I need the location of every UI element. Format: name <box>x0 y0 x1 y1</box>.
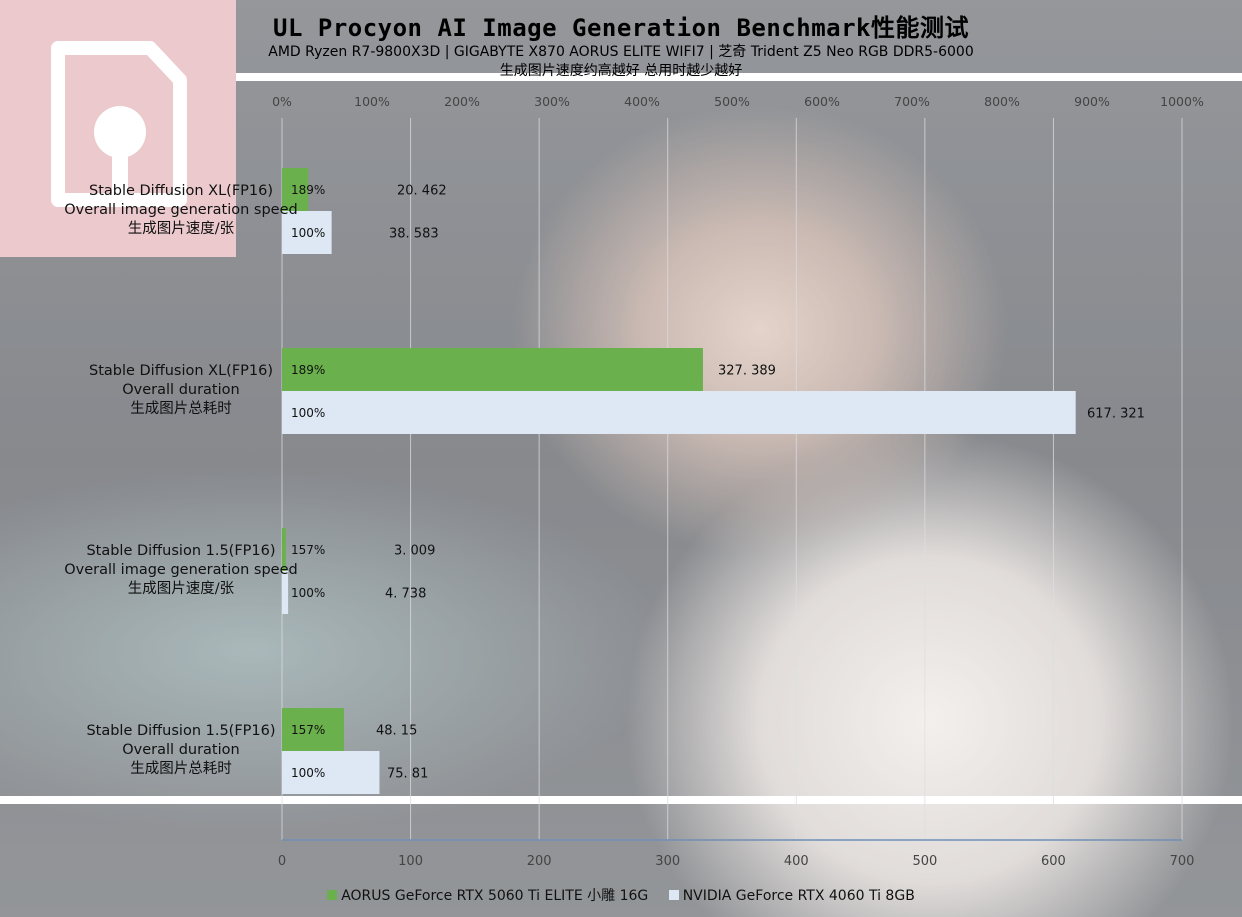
chart-subtitle: AMD Ryzen R7-9800X3D | GIGABYTE X870 AOR… <box>268 44 974 60</box>
x-tick-label: 100 <box>398 854 423 869</box>
bar-value-label: 4. 738 <box>385 587 426 602</box>
legend-item: NVIDIA GeForce RTX 4060 Ti 8GB <box>668 888 915 904</box>
category-label: Stable Diffusion 1.5(FP16) Overall durat… <box>36 722 326 779</box>
x-tick-label: 500 <box>912 854 937 869</box>
category-label: Stable Diffusion XL(FP16) Overall durati… <box>36 362 326 419</box>
bar-nvidia <box>282 211 332 254</box>
category-name: Stable Diffusion XL(FP16) <box>88 183 274 199</box>
bar-value-label: 327. 389 <box>718 364 776 379</box>
x-tick-label: 400 <box>784 854 809 869</box>
bar-value-label: 38. 583 <box>389 227 439 242</box>
top-tick-label: 200% <box>444 94 480 109</box>
bar-value-label: 617. 321 <box>1087 407 1145 422</box>
top-tick-label: 500% <box>714 94 750 109</box>
top-tick-label: 400% <box>624 94 660 109</box>
legend-swatch-green <box>327 890 338 900</box>
x-tick-label: 700 <box>1170 854 1195 869</box>
bar-value-label: 20. 462 <box>397 184 447 199</box>
category-label: Stable Diffusion 1.5(FP16) Overall image… <box>36 542 326 599</box>
bar-aorus <box>282 348 703 391</box>
bar-percent-label: 100% <box>291 586 325 600</box>
x-tick-label: 300 <box>655 854 680 869</box>
category-metric-cn: 生成图片总耗时 <box>130 761 232 777</box>
bar-percent-label: 157% <box>291 543 325 557</box>
legend-swatch-light <box>668 890 679 900</box>
category-label: Stable Diffusion XL(FP16) Overall image … <box>36 182 326 239</box>
bar-aorus <box>282 168 309 211</box>
category-metric-cn: 生成图片总耗时 <box>130 401 232 417</box>
top-tick-label: 800% <box>984 94 1020 109</box>
bar-percent-label: 100% <box>291 406 325 420</box>
top-tick-label: 1000% <box>1160 94 1204 109</box>
chart-note: 生成图片速度约高越好 总用时越少越好 <box>499 63 743 79</box>
category-metric: Overall image generation speed <box>64 562 298 578</box>
category-metric-cn: 生成图片速度/张 <box>127 221 235 237</box>
top-tick-label: 100% <box>354 94 390 109</box>
category-metric: Overall duration <box>122 382 240 398</box>
category-name: Stable Diffusion XL(FP16) <box>88 363 274 379</box>
bar-nvidia <box>282 751 380 794</box>
bar-percent-label: 189% <box>291 363 325 377</box>
category-metric: Overall duration <box>122 742 240 758</box>
x-tick-label: 200 <box>527 854 552 869</box>
bar-value-label: 48. 15 <box>376 724 417 739</box>
logo-panel <box>0 0 236 257</box>
bar-aorus <box>282 708 344 751</box>
decorative-band-top <box>236 73 1242 81</box>
x-tick-label: 600 <box>1041 854 1066 869</box>
bar-percent-label: 100% <box>291 766 325 780</box>
bar-percent-label: 189% <box>291 183 325 197</box>
category-metric-cn: 生成图片速度/张 <box>127 581 235 597</box>
bar-aorus <box>282 528 286 571</box>
legend-label: AORUS GeForce RTX 5060 Ti ELITE 小雕 16G <box>341 888 649 904</box>
top-tick-label: 0% <box>272 94 292 109</box>
legend-label: NVIDIA GeForce RTX 4060 Ti 8GB <box>682 888 915 904</box>
category-metric: Overall image generation speed <box>64 202 298 218</box>
decorative-band-bottom <box>0 796 1242 804</box>
category-name: Stable Diffusion 1.5(FP16) <box>86 723 276 739</box>
bar-value-label: 75. 81 <box>387 767 428 782</box>
bar-value-label: 3. 009 <box>394 544 435 559</box>
bar-nvidia <box>282 571 289 614</box>
category-name: Stable Diffusion 1.5(FP16) <box>86 543 276 559</box>
chart-legend: AORUS GeForce RTX 5060 Ti ELITE 小雕 16G N… <box>0 885 1242 905</box>
top-tick-label: 900% <box>1074 94 1110 109</box>
top-tick-label: 600% <box>804 94 840 109</box>
bar-percent-label: 100% <box>291 226 325 240</box>
bar-nvidia <box>282 391 1076 434</box>
chart-title: UL Procyon AI Image Generation Benchmark… <box>273 14 969 42</box>
logo-icon <box>51 41 187 207</box>
legend-item: AORUS GeForce RTX 5060 Ti ELITE 小雕 16G <box>327 885 648 905</box>
top-tick-label: 700% <box>894 94 930 109</box>
bar-percent-label: 157% <box>291 723 325 737</box>
x-tick-label: 0 <box>278 854 286 869</box>
top-tick-label: 300% <box>534 94 570 109</box>
